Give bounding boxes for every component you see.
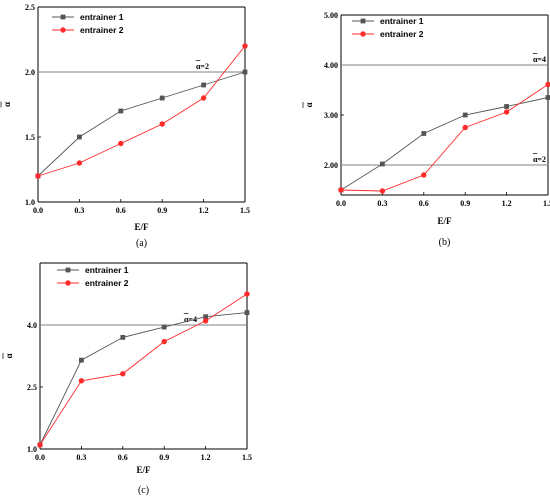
data-point-series-1 <box>159 95 165 101</box>
data-point-series-2 <box>200 95 207 101</box>
legend-marker-1 <box>65 267 71 273</box>
series-line-1 <box>39 312 248 446</box>
legend-label-2: entrainer 2 <box>80 25 124 35</box>
x-tick-label: 0.3 <box>377 199 387 208</box>
data-point-series-1 <box>79 357 84 363</box>
legend-marker-2 <box>60 27 66 33</box>
x-tick-label: 0.9 <box>157 206 167 215</box>
x-tick-label: 0.0 <box>33 206 43 215</box>
y-tick-label: 4.0 <box>27 321 37 330</box>
y-tick-label: 1.0 <box>27 445 37 454</box>
x-axis-label: E/F <box>136 465 151 475</box>
legend-label-1: entrainer 1 <box>80 12 124 22</box>
x-tick-label: 1.2 <box>201 453 211 462</box>
y-tick-label: 1.5 <box>25 133 35 142</box>
x-tick-label: 1.5 <box>543 199 550 208</box>
data-point-series-1 <box>244 310 250 315</box>
data-point-series-2 <box>161 338 167 345</box>
data-point-series-1 <box>380 161 385 167</box>
x-tick-label: 1.2 <box>199 206 209 215</box>
x-axis-label: E/F <box>134 222 149 232</box>
data-point-series-2 <box>159 121 165 127</box>
y-tick-label: 2.5 <box>25 3 35 12</box>
series-line-1 <box>340 97 549 191</box>
data-point-series-2 <box>76 160 83 166</box>
data-point-series-1 <box>120 335 126 340</box>
y-tick-label: 5.00 <box>324 11 338 20</box>
data-point-series-1 <box>421 131 427 136</box>
legend-marker-1 <box>60 14 66 20</box>
y-axis-label: α <box>304 102 314 107</box>
data-point-series-1 <box>77 134 82 140</box>
data-point-series-2 <box>35 173 41 179</box>
data-point-series-1 <box>118 108 124 114</box>
reference-line-label: α=2 <box>533 155 546 164</box>
reference-line-label: α=2 <box>196 62 209 71</box>
reference-line-label: α=4 <box>533 55 546 64</box>
x-tick-label: 0.0 <box>35 453 45 462</box>
panel-label-b: (b) <box>439 237 451 248</box>
data-point-series-2 <box>120 371 126 377</box>
x-tick-label: 0.0 <box>336 199 346 208</box>
chart-panel-c: 0.0 0.3 0.6 0.9 1.2 1.5 1.0 2.5 4.0 α=4 α E/F (c) ent… <box>2 262 252 496</box>
data-point-series-2 <box>338 187 344 193</box>
legend-marker-2 <box>360 31 366 37</box>
data-point-series-2 <box>462 124 468 131</box>
data-point-series-2 <box>118 140 124 147</box>
x-tick-label: 0.9 <box>460 199 470 208</box>
series-line-1 <box>37 71 246 177</box>
y-tick-label: 2.00 <box>324 161 338 170</box>
legend-label-1: entrainer 1 <box>380 16 424 26</box>
chart-panel-a: 0.0 0.3 0.6 0.9 1.2 1.5 1.0 1.5 2.0 2.5 α=2 α E/F (a)… <box>0 3 250 249</box>
y-axis-label: α <box>2 102 12 107</box>
data-point-series-1 <box>462 112 468 118</box>
data-point-series-2 <box>78 378 85 384</box>
series-line-2 <box>39 293 248 446</box>
data-point-series-2 <box>503 109 510 115</box>
reference-line-label: α=4 <box>184 315 197 324</box>
legend-label-1: entrainer 1 <box>85 265 129 275</box>
data-point-series-2 <box>244 291 250 297</box>
x-tick-label: 0.3 <box>76 453 86 462</box>
panel-label-a: (a) <box>136 238 147 249</box>
legend-label-2: entrainer 2 <box>85 278 129 288</box>
x-tick-label: 0.6 <box>116 206 126 215</box>
data-point-series-2 <box>242 43 248 49</box>
data-point-series-1 <box>161 324 167 330</box>
chart-panel-b: 0.0 0.3 0.6 0.9 1.2 1.5 2.00 3.00 4.00 5.00 α=4 α=2… <box>302 11 550 248</box>
x-tick-label: 1.2 <box>502 199 512 208</box>
data-point-series-1 <box>201 82 206 88</box>
y-tick-label: 2.5 <box>27 383 37 392</box>
legend-label-2: entrainer 2 <box>380 29 424 39</box>
x-tick-label: 0.6 <box>419 199 429 208</box>
legend-marker-1 <box>360 18 366 24</box>
data-point-series-2 <box>421 172 427 178</box>
y-tick-label: 2.0 <box>25 68 35 77</box>
data-point-series-1 <box>203 314 208 320</box>
x-tick-label: 0.9 <box>159 453 169 462</box>
y-tick-label: 4.00 <box>324 61 338 70</box>
data-point-series-2 <box>379 188 386 194</box>
x-tick-label: 1.5 <box>242 453 252 462</box>
x-tick-label: 0.3 <box>74 206 84 215</box>
data-point-series-1 <box>504 104 509 109</box>
series-line-2 <box>37 45 246 177</box>
x-axis-label: E/F <box>437 216 452 226</box>
data-point-series-2 <box>37 442 43 448</box>
data-point-series-1 <box>545 95 550 100</box>
series-line-2 <box>340 84 549 192</box>
panel-label-c: (c) <box>138 485 149 496</box>
data-point-series-2 <box>202 318 209 324</box>
y-tick-label: 1.0 <box>25 198 35 207</box>
x-tick-label: 0.6 <box>118 453 128 462</box>
y-tick-label: 3.00 <box>324 111 338 120</box>
y-axis-label: α <box>4 353 14 358</box>
data-point-series-2 <box>545 81 550 88</box>
data-point-series-1 <box>242 69 248 75</box>
x-tick-label: 1.5 <box>240 206 250 215</box>
legend-marker-2 <box>65 280 71 286</box>
